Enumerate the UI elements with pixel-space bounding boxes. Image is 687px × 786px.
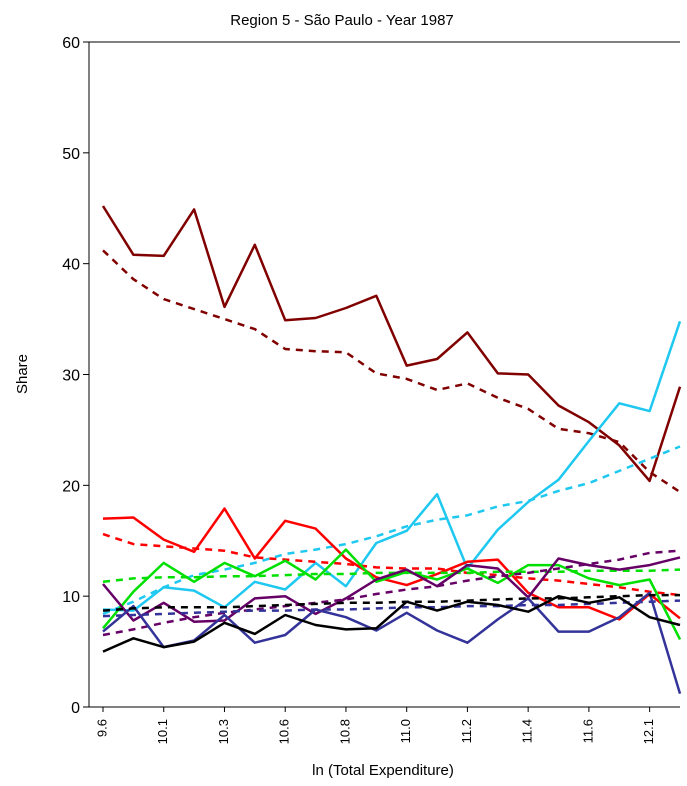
y-tick-label: 50 (62, 146, 80, 163)
series-line-9-dashed (102, 549, 681, 637)
x-axis-label: ln (Total Expenditure) (312, 762, 454, 779)
y-tick-label: 30 (62, 368, 80, 385)
y-tick-label: 10 (62, 589, 80, 606)
series-layer (101, 205, 682, 695)
x-tick-label: 10.1 (155, 719, 170, 744)
y-axis-label: Share (14, 354, 31, 394)
series-line-10-solid (102, 591, 682, 695)
y-ticks: 0 10 20 30 40 50 60 (62, 35, 89, 717)
chart-title: Region 5 - São Paulo - Year 1987 (230, 12, 454, 29)
x-ticks: 9.6 10.1 10.3 10.6 10.8 11.0 11.2 11.4 11.6 12.1 (94, 707, 656, 744)
series-line-2-solid (102, 320, 682, 612)
x-tick-label: 10.6 (277, 719, 292, 744)
series-line-13-dashed (102, 593, 680, 612)
x-tick-label: 10.8 (337, 719, 352, 744)
series-line-4-solid (102, 507, 681, 621)
x-tick-label: 11.2 (459, 719, 474, 743)
series-line-11-dashed (102, 599, 681, 618)
series-line-12-solid (102, 594, 681, 653)
series-line-0-solid (101, 205, 682, 483)
series-line-3-dashed (102, 445, 681, 616)
x-tick-label: 11.4 (520, 719, 535, 743)
y-tick-label: 0 (71, 700, 80, 717)
y-tick-label: 40 (62, 257, 80, 274)
series-line-6-solid (102, 548, 682, 640)
x-tick-label: 9.6 (94, 719, 109, 737)
series-line-1-dashed (102, 249, 681, 494)
y-tick-label: 60 (62, 35, 80, 52)
y-tick-label: 20 (62, 478, 80, 495)
x-tick-label: 10.3 (216, 719, 231, 744)
x-tick-label: 11.0 (398, 719, 413, 743)
x-tick-label: 12.1 (641, 719, 656, 744)
series-line-5-dashed (102, 532, 681, 597)
series-line-7-dashed (102, 568, 681, 584)
x-tick-label: 11.6 (580, 719, 595, 743)
